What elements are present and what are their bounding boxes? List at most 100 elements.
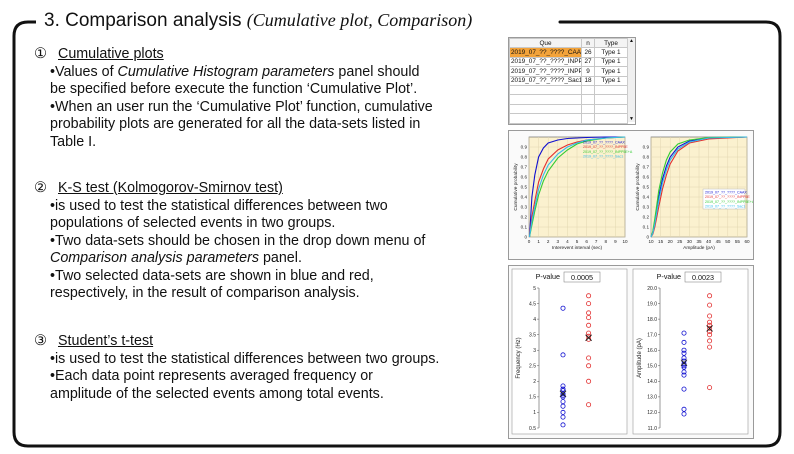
section-body-line: Table I. — [34, 134, 433, 152]
section-header: ③ Student’s t-test — [34, 333, 439, 351]
legend-entry: 2019_07_??_????_CAAX — [705, 191, 747, 195]
data-point-blue — [681, 347, 687, 353]
y-axis-label: Cumulative probability — [513, 163, 519, 211]
y-tick-label: 14.0 — [647, 379, 657, 385]
col-header-n: n — [581, 37, 595, 49]
y-tick-label: 0 — [646, 235, 649, 240]
slide-title-main: 3. Comparison analysis — [44, 10, 242, 31]
y-tick-label: 20.0 — [647, 286, 657, 292]
y-tick-label: 0.2 — [521, 215, 528, 220]
y-tick-label: 0.6 — [521, 175, 528, 180]
data-point-red — [707, 322, 713, 328]
data-point-red — [707, 325, 713, 331]
cell-n: 27 — [581, 56, 595, 68]
x-tick-label: 50 — [725, 239, 731, 244]
cell-n: 26 — [581, 47, 595, 58]
x-tick-label: 45 — [716, 239, 722, 244]
data-point-blue — [681, 364, 687, 370]
series-line-2019_07_??_????_INPP5E+A — [528, 136, 626, 238]
y-tick-label: 0.8 — [643, 155, 650, 160]
y-axis-label: Cumulative probability — [635, 163, 641, 211]
body-text: panel. — [258, 250, 302, 266]
y-tick-label: 17.0 — [647, 332, 657, 338]
scroll-down-icon[interactable]: ▼ — [629, 116, 634, 122]
section-body-line: •Two data-sets should be chosen in the d… — [34, 233, 425, 251]
table-row[interactable]: 2019_07_??_????_INPP5E+A 9 Type 1 — [509, 66, 628, 77]
body-text: •Two selected data-sets are shown in blu… — [50, 267, 374, 284]
table-row[interactable]: 2019_07_??_????_Sac1 18 Type 1 — [509, 75, 628, 86]
pvalue-field — [684, 271, 722, 283]
legend-box — [702, 188, 746, 210]
body-text: •Values of — [50, 63, 118, 80]
data-point-red — [586, 310, 592, 316]
y-tick-label: 0.9 — [643, 145, 650, 150]
section-body-line: •When an user run the ‘Cumulative Plot’ … — [34, 99, 433, 117]
data-point-red — [586, 315, 592, 321]
y-tick-label: 0.4 — [643, 195, 650, 200]
data-point-red — [707, 385, 713, 391]
y-tick-label: 0.7 — [521, 165, 528, 170]
data-point-blue — [681, 386, 687, 392]
x-tick-label: 2 — [547, 239, 550, 244]
legend-entry: 2019_07_??_????_INPP5E+A — [705, 200, 753, 204]
section-body-line: respectively, in the result of compariso… — [34, 285, 425, 303]
body-text: •When an user run the ‘Cumulative Plot’ … — [50, 98, 433, 115]
data-point-red — [586, 301, 592, 307]
emphasis-text: Cumulative Histogram parameters — [117, 63, 335, 80]
body-text: •Two data-sets should be chosen in the d… — [50, 232, 426, 249]
table-row[interactable]: 2019_07_??_????_INPP5E 27 Type 1 — [509, 56, 628, 68]
section-ks-test: ② K-S test (Kolmogorov-Smirnov test) •is … — [34, 180, 425, 303]
dataset-table: Que n Type 2019_07_??_????_CAAX 26 Type … — [508, 37, 636, 125]
y-tick-label: 4.5 — [529, 301, 536, 307]
x-tick-label: 4 — [566, 239, 569, 244]
y-tick-label: 3.5 — [529, 332, 536, 338]
y-tick-label: 0.1 — [643, 225, 650, 230]
pvalue-label: P-value — [536, 272, 560, 281]
data-point-blue — [560, 409, 566, 415]
mean-marker — [680, 359, 688, 367]
section-t-test: ③ Student’s t-test •is used to test the s… — [34, 333, 439, 403]
body-text: •is used to test the statistical differe… — [50, 350, 440, 367]
section-header: ① Cumulative plots — [34, 46, 433, 64]
data-point-red — [707, 344, 713, 350]
section-name: Cumulative plots — [58, 46, 164, 62]
data-point-blue — [560, 305, 566, 311]
dataset-table-grid: Que n Type 2019_07_??_????_CAAX 26 Type … — [509, 37, 628, 124]
y-tick-label: 0.3 — [643, 205, 650, 210]
table-scrollbar[interactable]: ▲ ▼ — [627, 38, 635, 122]
data-point-blue — [681, 363, 687, 369]
x-tick-label: 5 — [576, 239, 579, 244]
data-point-blue — [681, 406, 687, 412]
legend-entry: 2019_07_??_????_INPP5E+A — [583, 150, 633, 154]
data-point-blue — [681, 350, 687, 356]
data-point-blue — [560, 394, 566, 400]
y-tick-label: 5 — [533, 286, 536, 292]
series-line-2019_07_??_????_INPP5E — [650, 136, 748, 238]
data-point-red — [707, 293, 713, 299]
table-row — [509, 113, 628, 124]
scroll-up-icon[interactable]: ▲ — [629, 38, 634, 44]
data-point-blue — [560, 388, 566, 394]
legend-entry: 2019_07_??_????_CAAX — [583, 141, 625, 145]
body-text: panel should — [334, 63, 420, 80]
body-text: Table I. — [50, 133, 97, 150]
data-point-blue — [681, 369, 687, 375]
cell-que: 2019_07_??_????_INPP5E+A — [509, 66, 582, 77]
x-tick-label: 9 — [614, 239, 617, 244]
data-point-red — [586, 293, 592, 299]
data-point-red — [586, 402, 592, 408]
data-point-blue — [560, 352, 566, 358]
y-axis-label: Frequency (Hz) — [516, 337, 522, 378]
comparison-panel: P-value 0.0005 0.5 1 1.5 2 2.5 3 3.5 4 4.5 5 Frequen… — [508, 265, 754, 439]
data-point-blue — [560, 422, 566, 428]
cell-type: Type 1 — [594, 47, 628, 58]
pvalue-field — [563, 271, 601, 283]
data-point-red — [707, 313, 713, 319]
section-number: ① — [34, 46, 47, 62]
series-line-2019_07_??_????_CAAX — [528, 136, 625, 238]
table-row[interactable]: 2019_07_??_????_CAAX 26 Type 1 — [509, 47, 628, 58]
pvalue-value: 0.0005 — [571, 273, 593, 282]
slide-title: 3. Comparison analysis (Cumulative plot,… — [36, 7, 481, 33]
section-body-line: Comparison analysis parameters panel. — [34, 250, 425, 268]
